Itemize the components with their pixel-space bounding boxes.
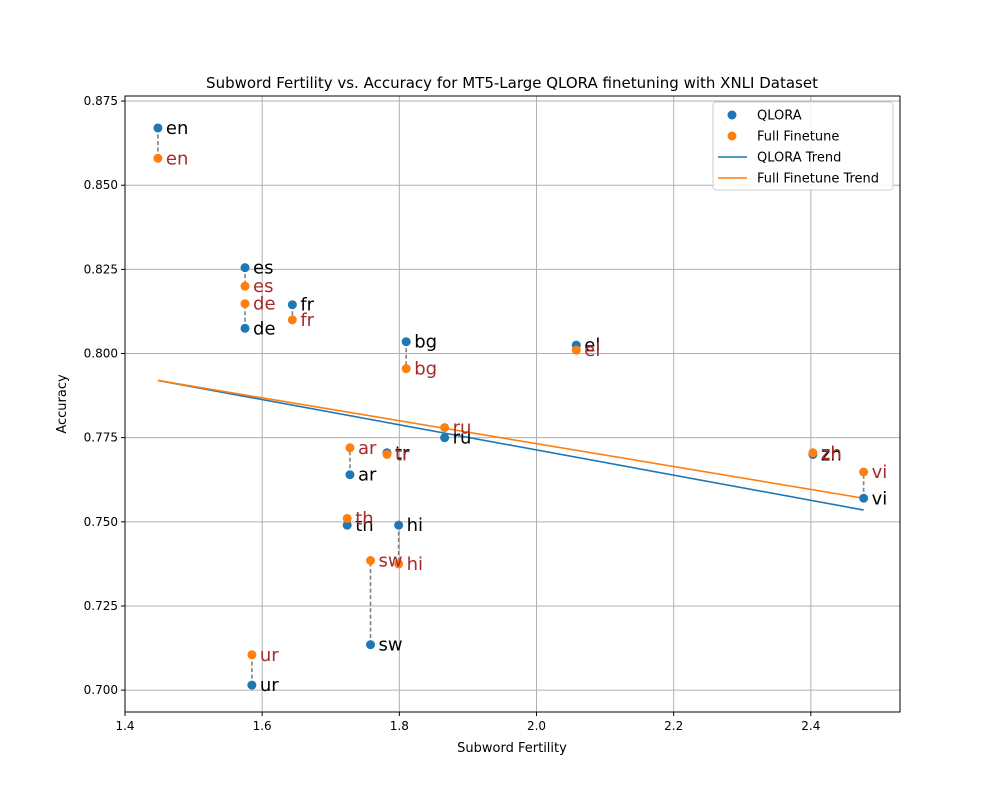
y-tick-label: 0.875 (84, 94, 118, 108)
finetune-label-tr: tr (395, 444, 410, 465)
x-tick-label: 1.8 (390, 719, 409, 733)
x-tick-label: 1.4 (115, 719, 134, 733)
plot-frame (124, 95, 901, 713)
finetune-point-bg (401, 364, 411, 374)
qlora-label-hi: hi (407, 515, 423, 536)
y-tick-label: 0.725 (84, 599, 118, 613)
finetune-label-ur: ur (260, 645, 279, 666)
trend-line (157, 379, 864, 500)
legend-label: Full Finetune (757, 130, 839, 145)
grid-lines (124, 96, 900, 712)
finetune-label-de: de (253, 294, 276, 315)
trend-lines (157, 379, 864, 511)
qlora-point-en (153, 123, 163, 133)
finetune-point-tr (382, 449, 392, 459)
finetune-point-es (240, 281, 250, 291)
legend-label: QLORA (757, 109, 802, 124)
qlora-point-bg (401, 337, 411, 347)
finetune-point-ur (247, 650, 257, 660)
finetune-point-zh (808, 448, 818, 458)
finetune-label-th: th (355, 508, 373, 529)
qlora-label-zh: zh (821, 444, 842, 465)
finetune-point-vi (859, 467, 869, 477)
finetune-point-ar (345, 443, 355, 453)
finetune-label-sw: sw (379, 551, 403, 572)
qlora-label-de: de (253, 318, 276, 339)
qlora-point-es (240, 263, 250, 273)
finetune-label-bg: bg (414, 359, 437, 380)
trend-line (157, 379, 864, 511)
qlora-label-sw: sw (379, 635, 403, 656)
finetune-label-zh: zh (821, 443, 842, 464)
data-points (153, 123, 869, 690)
finetune-label-fr: fr (300, 310, 314, 331)
y-axis-label: Accuracy (55, 374, 70, 434)
legend-box (712, 101, 894, 191)
qlora-label-tr: tr (395, 443, 410, 464)
finetune-point-ru (440, 423, 450, 433)
finetune-point-th (342, 513, 352, 523)
y-tick-label: 0.825 (84, 262, 118, 276)
finetune-label-ar: ar (358, 438, 377, 459)
finetune-point-en (153, 153, 163, 163)
x-tick-label: 1.6 (253, 719, 272, 733)
finetune-point-el (571, 345, 581, 355)
finetune-label-hi: hi (407, 554, 423, 575)
chart-title: Subword Fertility vs. Accuracy for MT5-L… (206, 74, 818, 92)
y-tick-label: 0.800 (84, 347, 118, 361)
qlora-point-th (342, 520, 352, 530)
qlora-label-bg: bg (414, 332, 437, 353)
finetune-point-hi (394, 559, 404, 569)
y-tick-label: 0.750 (84, 515, 118, 529)
legend-label: Full Finetune Trend (757, 172, 879, 187)
legend-marker (727, 110, 737, 120)
qlora-label-ur: ur (260, 675, 279, 696)
qlora-point-de (240, 323, 250, 333)
finetune-point-fr (287, 315, 297, 325)
qlora-label-ru: ru (453, 428, 472, 449)
y-tick-label: 0.850 (84, 178, 118, 192)
finetune-label-es: es (253, 276, 273, 297)
qlora-point-ar (345, 470, 355, 480)
qlora-point-vi (859, 493, 869, 503)
qlora-label-fr: fr (300, 295, 314, 316)
finetune-point-sw (366, 556, 376, 566)
qlora-label-th: th (355, 515, 373, 536)
y-tick-label: 0.700 (84, 683, 118, 697)
x-tick-label: 2.4 (801, 719, 820, 733)
finetune-label-ru: ru (453, 418, 472, 439)
y-axis-ticks: 0.700 0.725 0.750 0.775 0.800 0.825 0.850 0.875 (84, 94, 125, 697)
qlora-label-vi: vi (872, 488, 888, 509)
qlora-point-hi (394, 520, 404, 530)
x-axis-label: Subword Fertility (457, 741, 567, 756)
legend-marker (727, 131, 737, 141)
finetune-label-vi: vi (872, 462, 888, 483)
finetune-point-de (240, 299, 250, 309)
x-axis-ticks: 1.4 1.6 1.8 2.0 2.2 2.4 (115, 712, 820, 733)
legend: QLORA Full Finetune QLORA Trend Full Finetu… (712, 101, 894, 191)
x-tick-label: 2.0 (527, 719, 546, 733)
qlora-point-sw (366, 640, 376, 650)
finetune-label-en: en (166, 148, 188, 169)
legend-label: QLORA Trend (757, 151, 841, 166)
qlora-point-ur (247, 680, 257, 690)
x-tick-label: 2.2 (664, 719, 683, 733)
qlora-label-el: el (584, 335, 600, 356)
qlora-label-en: en (166, 118, 188, 139)
y-tick-label: 0.775 (84, 431, 118, 445)
qlora-label-ar: ar (358, 465, 377, 486)
qlora-point-fr (287, 300, 297, 310)
qlora-label-es: es (253, 258, 273, 279)
qlora-point-ru (440, 433, 450, 443)
finetune-label-el: el (584, 340, 600, 361)
